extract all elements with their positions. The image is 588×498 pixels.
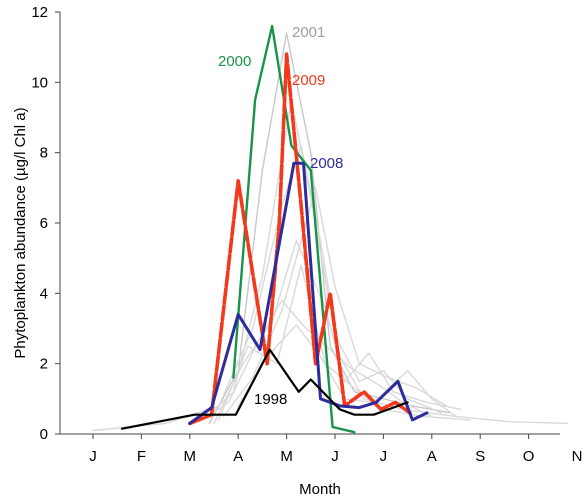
series-label-backdrop <box>252 390 292 408</box>
x-tick-label: F <box>137 448 146 465</box>
x-tick-label: A <box>233 448 243 465</box>
series-label-2008: 2008 <box>310 155 343 172</box>
x-tick-label: S <box>475 448 485 465</box>
x-tick-label: O <box>523 448 535 465</box>
y-axis-title: Phytoplankton abundance (µg/l Chl a) <box>12 107 29 358</box>
background-series-layer <box>92 32 568 432</box>
series-line-2000 <box>232 24 356 434</box>
series-labels: 2000 2009 2008 1998 2001 <box>218 24 343 408</box>
highlighted-series-layer <box>120 24 429 434</box>
x-tick-label: M <box>184 448 197 465</box>
series-label-1998: 1998 <box>254 391 287 408</box>
x-tick-label: N <box>572 448 583 465</box>
x-tick-label: A <box>427 448 437 465</box>
x-tick-label: M <box>280 448 293 465</box>
series-label-2000: 2000 <box>218 53 251 70</box>
series-line-background <box>198 299 433 423</box>
y-tick-label: 6 <box>40 215 48 232</box>
x-tick-label: J <box>331 448 339 465</box>
series-label-2001: 2001 <box>292 24 325 41</box>
x-tick-label: J <box>89 448 97 465</box>
y-tick-label: 10 <box>31 74 48 91</box>
x-axis-title: Month <box>299 481 341 498</box>
series-line-background <box>223 187 447 418</box>
series-line-1998 <box>120 348 409 430</box>
y-tick-label: 4 <box>40 285 48 302</box>
y-tick-label: 2 <box>40 356 48 373</box>
series-label-2009: 2009 <box>292 72 325 89</box>
y-ticks: 0 2 4 6 8 10 12 <box>31 4 60 443</box>
y-tick-label: 8 <box>40 145 48 162</box>
x-tick-label: J <box>380 448 388 465</box>
y-tick-label: 0 <box>40 426 48 443</box>
series-line-2008 <box>188 161 429 425</box>
y-tick-label: 12 <box>31 4 48 21</box>
